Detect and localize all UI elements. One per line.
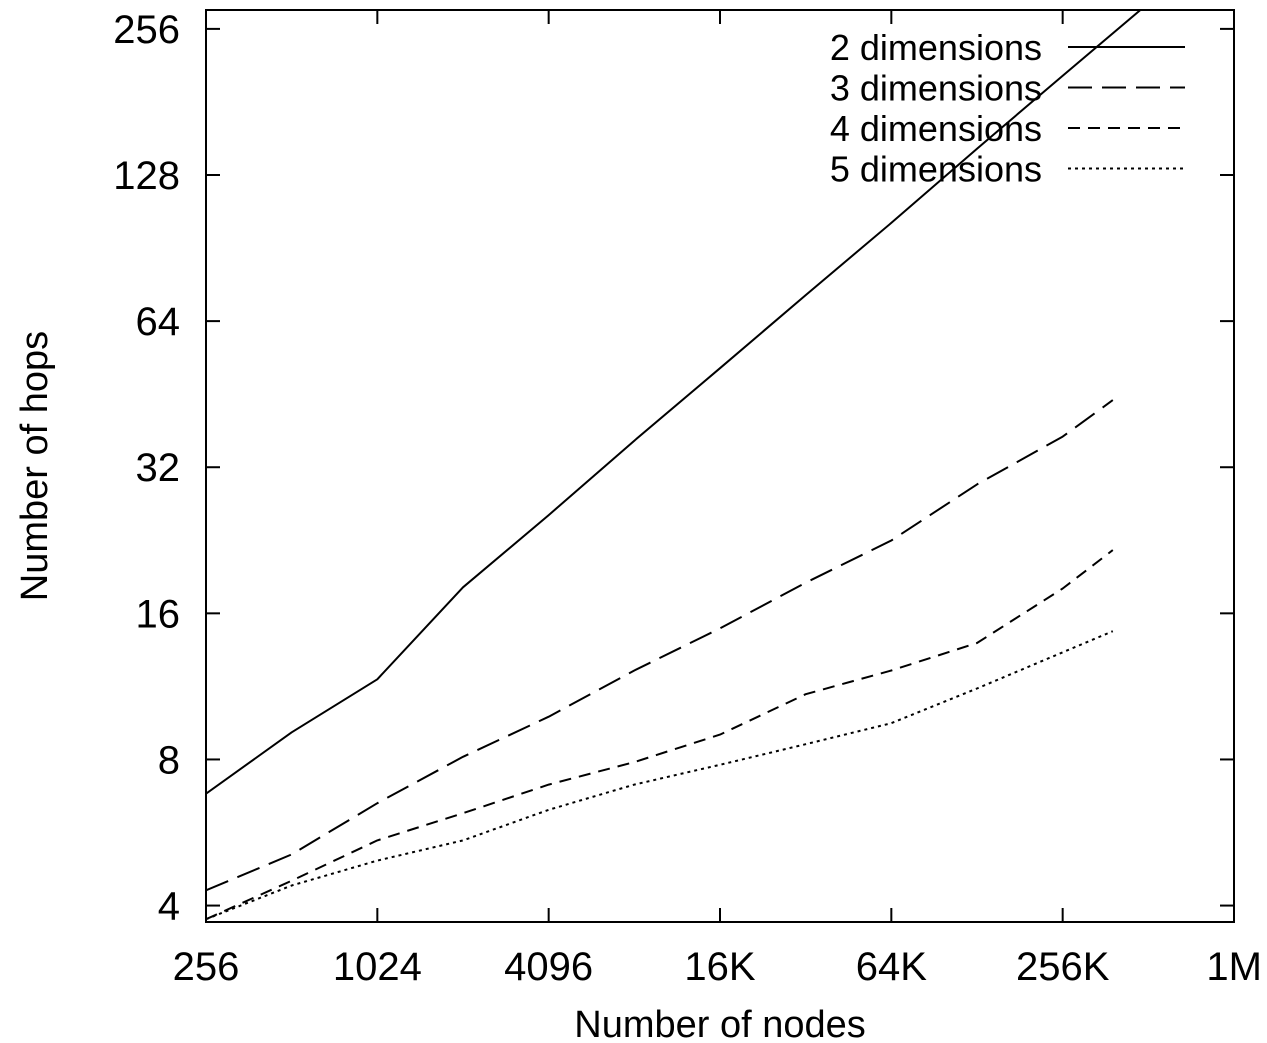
x-tick-label: 1024 [333,945,422,989]
y-axis-title: Number of hops [14,331,56,601]
x-tick-label: 4096 [504,945,593,989]
series-line-5d [206,630,1114,921]
series-line-3d [206,399,1114,892]
series-line-2d [206,10,1142,795]
x-tick-label: 1M [1206,945,1262,989]
legend-label: 2 dimensions [830,27,1042,68]
y-tick-label: 8 [158,738,180,782]
y-tick-label: 32 [136,446,181,490]
legend-label: 3 dimensions [830,68,1042,109]
x-tick-label: 256 [173,945,240,989]
legend-label: 4 dimensions [830,108,1042,149]
y-tick-label: 4 [158,885,180,929]
plot-area-frame [205,9,1235,923]
x-axis-title: Number of nodes [574,1004,866,1043]
y-tick-label: 64 [136,300,181,344]
x-tick-label: 16K [684,945,755,989]
series-line-4d [206,549,1114,921]
y-tick-label: 16 [136,592,181,636]
x-tick-label: 64K [856,945,927,989]
axis-ticks [205,10,1235,922]
axis-tick-labels: 256 1024 4096 16K 64K 256K 1M 4 8 16 32 64 128 256 [113,8,1262,989]
x-tick-label: 256K [1016,945,1110,989]
series-lines [206,10,1142,921]
legend-label: 5 dimensions [830,149,1042,190]
y-tick-label: 128 [113,154,180,198]
y-tick-label: 256 [113,8,180,52]
